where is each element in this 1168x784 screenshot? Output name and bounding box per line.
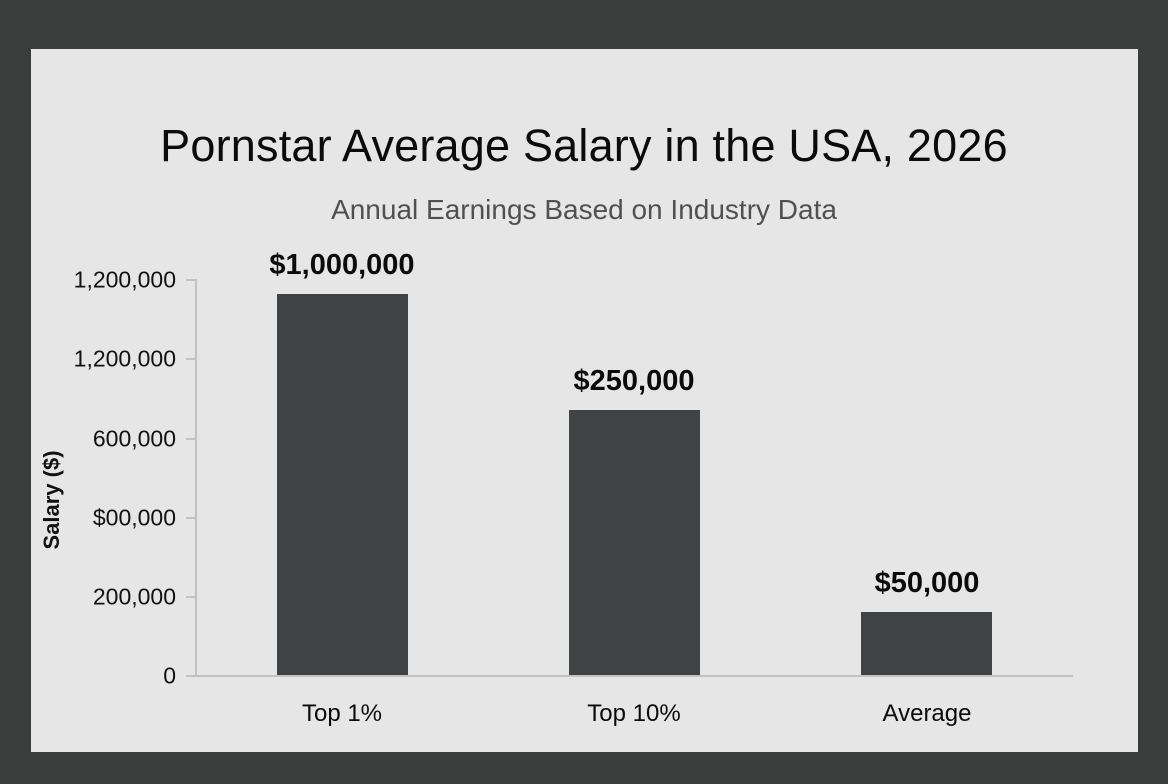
bar-value-label: $250,000 — [573, 365, 695, 397]
y-tick — [186, 596, 196, 598]
y-tick — [186, 358, 196, 360]
bar-top-1-percent — [277, 294, 408, 675]
x-category-label: Average — [882, 700, 972, 727]
y-tick-label: 1,200,000 — [73, 345, 176, 372]
y-tick — [186, 517, 196, 519]
y-tick — [186, 279, 196, 281]
y-tick — [186, 438, 196, 440]
x-category-label: Top 10% — [587, 700, 681, 727]
x-category-label: Top 1% — [301, 700, 383, 727]
y-tick-label: 1,200,000 — [73, 266, 176, 293]
y-tick-label: 600,000 — [92, 425, 176, 452]
bar-value-label: $1,000,000 — [269, 249, 415, 281]
bar-top-10-percent — [569, 410, 700, 675]
y-axis-line — [195, 279, 197, 676]
chart-title: Pornstar Average Salary in the USA, 2026 — [160, 120, 1008, 171]
y-tick-label: $00,000 — [92, 504, 176, 531]
y-tick-label: 200,000 — [92, 583, 176, 610]
y-axis-label: Salary ($) — [39, 450, 64, 550]
bar-value-label: $50,000 — [874, 567, 980, 599]
bar-average — [861, 612, 992, 675]
x-axis-line — [186, 675, 1073, 677]
y-tick-label: 0 — [163, 662, 176, 689]
y-tick — [186, 675, 196, 677]
chart-subtitle: Annual Earnings Based on Industry Data — [331, 194, 837, 225]
